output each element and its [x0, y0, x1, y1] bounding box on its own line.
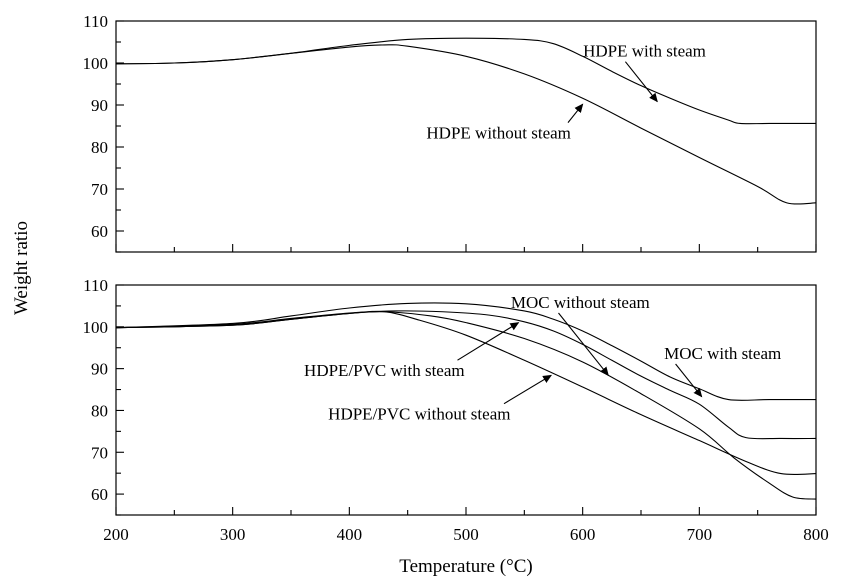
series-line-moc-with-steam: [115, 302, 816, 401]
bottom-y-tick-label: 70: [91, 443, 108, 462]
top-panel: 60 70 80 90 100 110 HDPE with steam HDPE witho…: [83, 12, 817, 253]
bottom-y-tick-label: 80: [91, 401, 108, 420]
top-y-tick-label: 70: [91, 180, 108, 199]
series-line-hdpe-without-steam: [115, 44, 817, 205]
x-tick-label: 800: [803, 525, 829, 544]
bottom-y-tick-label: 110: [83, 276, 108, 295]
series-line-hdpe-with-steam: [115, 37, 816, 125]
bottom-y-tick-label: 60: [91, 485, 108, 504]
series-line-hdpe-pvc-without-steam: [115, 310, 817, 476]
bottom-series-group: [115, 302, 817, 500]
annotation-hdpe-pvc-with-steam: HDPE/PVC with steam: [304, 361, 465, 380]
annotation-hdpe-with-steam: HDPE with steam: [583, 42, 706, 61]
top-y-tick-label: 80: [91, 138, 108, 157]
annotation-arrow-hdpe-without-steam: [567, 103, 584, 123]
bottom-y-tick-label: 90: [91, 360, 108, 379]
bottom-axis-ticks: 200 300 400 500 600 700 800 60 70 80 90 100 110: [83, 276, 829, 544]
top-y-tick-label: 110: [83, 12, 108, 31]
annotation-moc-with-steam: MOC with steam: [664, 344, 781, 363]
top-y-tick-label: 60: [91, 222, 108, 241]
y-axis-title: Weight ratio: [11, 221, 32, 315]
annotation-arrow-moc-without-steam: [558, 312, 609, 377]
top-annotations: HDPE with steam HDPE without steam: [426, 42, 705, 143]
annotation-arrow-hdpe-with-steam: [624, 61, 658, 103]
bottom-annotations: MOC without steam MOC with steam HDPE/PVC …: [304, 293, 781, 424]
x-tick-label: 700: [687, 525, 713, 544]
x-tick-label: 400: [337, 525, 363, 544]
top-plot-frame: [115, 20, 817, 253]
bottom-panel: 200 300 400 500 600 700 800 60 70 80 90 100 110 MOC …: [83, 276, 829, 544]
annotation-moc-without-steam: MOC without steam: [511, 293, 650, 312]
bottom-y-tick-label: 100: [83, 318, 109, 337]
top-y-tick-label: 90: [91, 96, 108, 115]
top-y-tick-label: 100: [83, 54, 109, 73]
annotation-arrow-hdpe-pvc-without-steam: [503, 374, 552, 405]
top-series-group: [115, 37, 817, 205]
bottom-plot-frame: [115, 284, 817, 516]
x-tick-label: 200: [103, 525, 129, 544]
annotation-arrow-hdpe-pvc-with-steam: [457, 322, 520, 361]
x-tick-label: 300: [220, 525, 246, 544]
annotation-hdpe-pvc-without-steam: HDPE/PVC without steam: [328, 405, 510, 424]
series-line-moc-without-steam: [115, 310, 817, 440]
x-axis-title: Temperature (°C): [399, 556, 532, 577]
x-tick-label: 600: [570, 525, 596, 544]
annotation-hdpe-without-steam: HDPE without steam: [426, 124, 571, 143]
x-tick-label: 500: [453, 525, 479, 544]
annotation-arrow-moc-with-steam: [675, 363, 703, 398]
